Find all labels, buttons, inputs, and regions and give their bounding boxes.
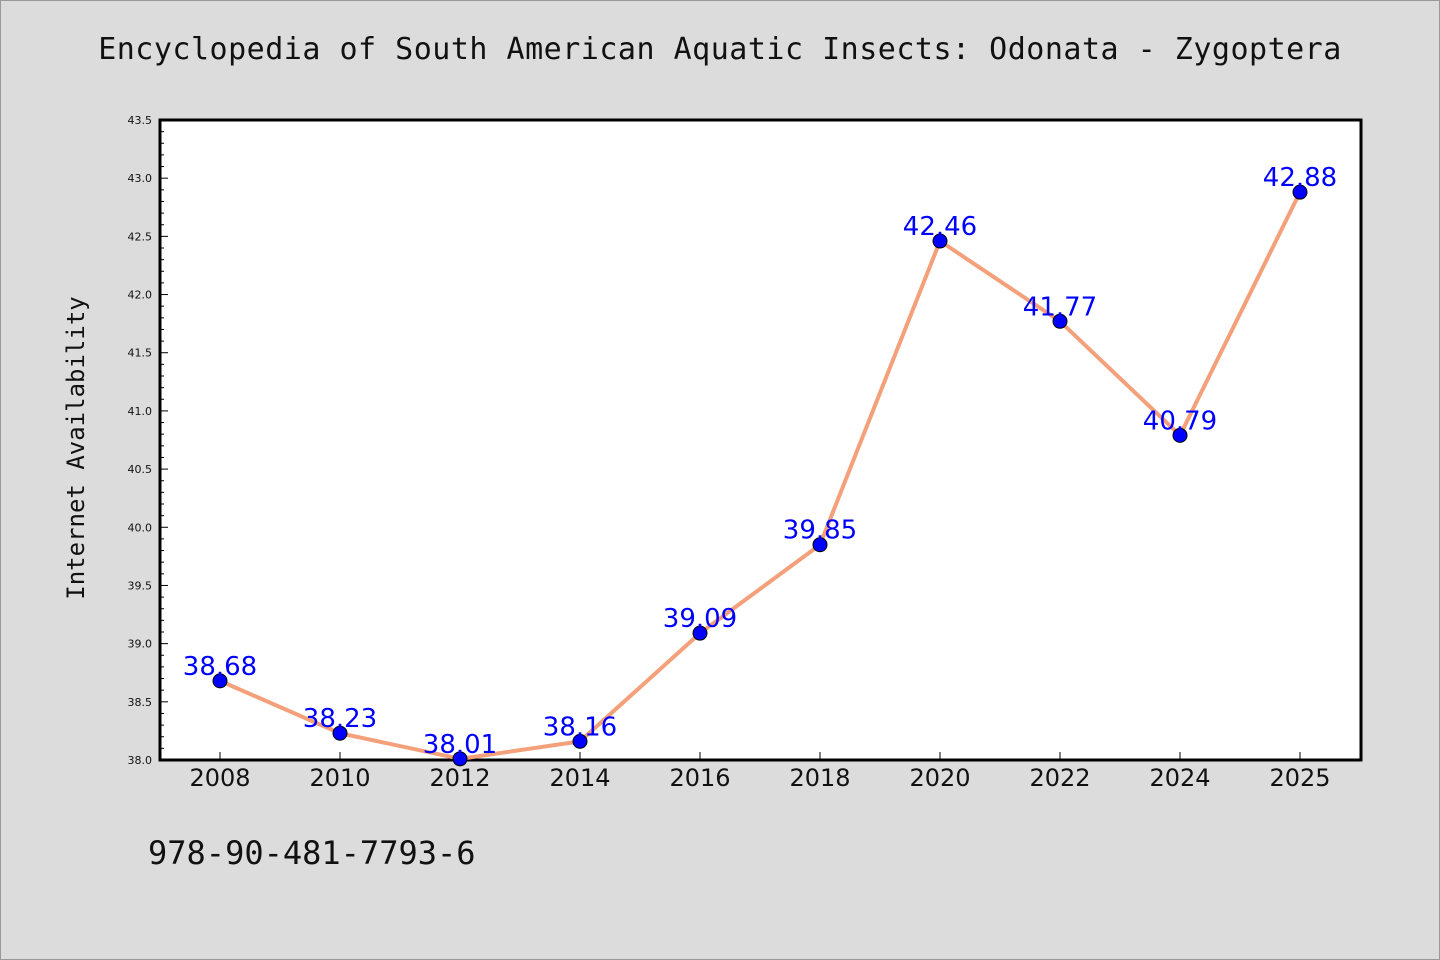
y-tick-label: 42.5 xyxy=(128,230,153,243)
series-line xyxy=(218,190,1302,761)
data-label: 38.16 xyxy=(543,712,617,742)
plot-area xyxy=(158,118,1363,762)
isbn-label: 978-90-481-7793-6 xyxy=(148,834,476,872)
data-point-marker xyxy=(812,537,828,553)
data-labels-group: 38.68 38.23 38.01 38.16 39.09 39.85 42.46 41.77… xyxy=(183,163,1337,760)
data-point-marker xyxy=(212,673,228,689)
x-tick-label: 2016 xyxy=(669,764,730,792)
x-tick-label: 2012 xyxy=(429,764,490,792)
data-label: 42.88 xyxy=(1263,163,1337,193)
data-label: 40.79 xyxy=(1143,406,1217,436)
series-line-group xyxy=(212,184,1308,767)
x-tick-label: 2014 xyxy=(549,764,610,792)
data-point-marker xyxy=(572,733,588,749)
y-tick-label: 40.5 xyxy=(128,463,153,476)
x-tick-label: 2020 xyxy=(909,764,970,792)
y-tick-label: 43.0 xyxy=(128,172,153,185)
data-label: 38.23 xyxy=(303,704,377,734)
data-point-marker xyxy=(1292,184,1308,200)
data-point-marker xyxy=(692,625,708,641)
y-axis: 38.0 38.5 39.0 39.5 40.0 40.5 41.0 41.5 42.0 42.5… xyxy=(128,114,168,767)
x-tick-label: 2008 xyxy=(189,764,250,792)
y-tick-label: 40.0 xyxy=(128,521,153,534)
x-tick-label: 2024 xyxy=(1149,764,1210,792)
y-tick-label: 39.0 xyxy=(128,638,153,651)
data-label: 38.01 xyxy=(423,730,497,760)
data-point-marker xyxy=(932,233,948,249)
x-tick-label: 2022 xyxy=(1029,764,1090,792)
data-label: 38.68 xyxy=(183,652,257,682)
y-tick-label: 39.5 xyxy=(128,579,153,592)
data-label: 39.85 xyxy=(783,516,857,546)
data-label: 39.09 xyxy=(663,604,737,634)
data-point-marker xyxy=(1052,313,1068,329)
x-tick-label: 2025 xyxy=(1269,764,1330,792)
data-point-marker xyxy=(452,751,468,767)
y-tick-label: 43.5 xyxy=(128,114,153,127)
y-tick-label: 38.0 xyxy=(128,754,153,767)
x-axis: 2008 2010 2012 2014 2016 2018 2020 2022 2024 2025 xyxy=(189,752,1331,792)
y-tick-label: 41.5 xyxy=(128,347,153,360)
y-tick-label: 38.5 xyxy=(128,696,153,709)
data-point-marker xyxy=(332,725,348,741)
data-point-marker xyxy=(1172,427,1188,443)
y-tick-label: 42.0 xyxy=(128,289,153,302)
y-tick-label: 41.0 xyxy=(128,405,153,418)
y-axis-label: Internet Availability xyxy=(62,296,90,599)
chart-title: Encyclopedia of South American Aquatic I… xyxy=(98,32,1342,67)
data-label: 41.77 xyxy=(1023,292,1097,322)
x-tick-label: 2010 xyxy=(309,764,370,792)
x-tick-label: 2018 xyxy=(789,764,850,792)
data-label: 42.46 xyxy=(903,212,977,242)
